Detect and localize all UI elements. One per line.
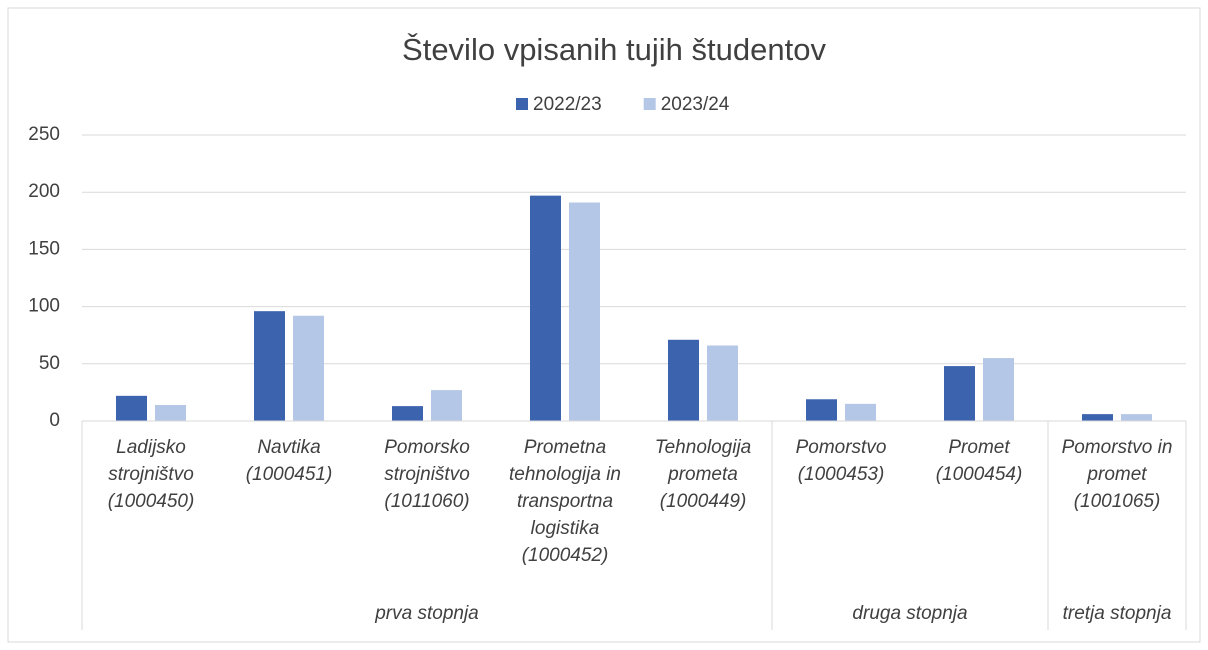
x-tick-label: Tehnologija prometa (1000449) [654, 437, 752, 512]
x-tick-label: Navtika (1000451) [245, 437, 333, 485]
bar [983, 358, 1014, 421]
legend-label: 2022/23 [533, 94, 602, 115]
y-tick-label: 100 [28, 296, 60, 317]
bar [1082, 414, 1113, 421]
bar [254, 311, 285, 421]
bar [806, 399, 837, 421]
x-tick-label: Ladijsko strojništvo (1000450) [107, 437, 195, 512]
y-tick-label: 50 [39, 353, 60, 374]
bar [155, 404, 186, 421]
bar [707, 345, 738, 421]
group-label: prva stopnja [375, 603, 479, 624]
bar [293, 315, 324, 421]
group-label: druga stopnja [852, 603, 968, 624]
x-tick-label: Pomorstvo (1000453) [795, 437, 887, 485]
chart-title: Število vpisanih tujih študentov [402, 32, 826, 67]
bar [392, 406, 423, 421]
bar [944, 366, 975, 421]
y-tick-label: 250 [28, 124, 60, 145]
x-tick-label: Pomorstvo in promet (1001065) [1061, 437, 1173, 512]
bar [530, 195, 561, 421]
legend-label: 2023/24 [661, 94, 730, 115]
group-label: tretja stopnja [1062, 603, 1172, 624]
x-tick-label: Pomorsko strojništvo (1011060) [384, 437, 470, 512]
bar [116, 395, 147, 421]
legend-swatch [516, 98, 528, 110]
y-tick-label: 200 [28, 181, 60, 202]
y-tick-label: 0 [49, 410, 60, 431]
legend-swatch [643, 98, 656, 110]
x-tick-label: Prometna tehnologija in transportna logi… [509, 437, 621, 566]
bar [845, 403, 876, 421]
x-tick-label: Promet (1000454) [935, 437, 1023, 485]
y-tick-label: 150 [28, 238, 60, 259]
bar [431, 390, 462, 421]
bar [668, 339, 699, 421]
bar [569, 202, 600, 421]
chart-border [7, 7, 1201, 643]
bar [1121, 414, 1152, 421]
